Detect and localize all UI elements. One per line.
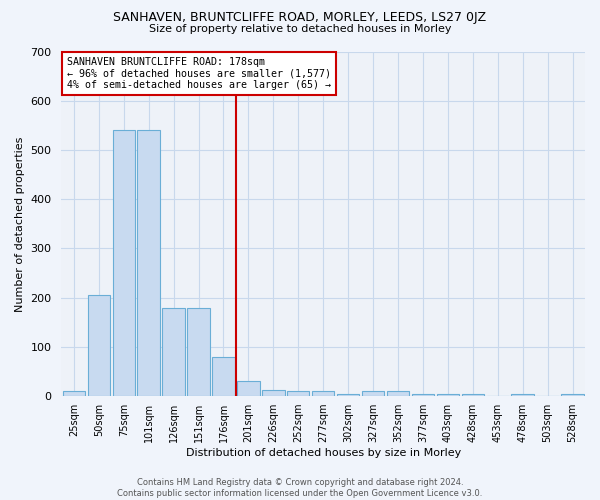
Text: Size of property relative to detached houses in Morley: Size of property relative to detached ho… bbox=[149, 24, 451, 34]
Bar bbox=[412, 394, 434, 396]
Bar bbox=[137, 130, 160, 396]
Bar bbox=[88, 295, 110, 396]
Bar bbox=[362, 392, 384, 396]
Bar bbox=[113, 130, 135, 396]
Bar bbox=[461, 394, 484, 396]
Bar bbox=[387, 392, 409, 396]
Y-axis label: Number of detached properties: Number of detached properties bbox=[15, 136, 25, 312]
Text: Contains HM Land Registry data © Crown copyright and database right 2024.
Contai: Contains HM Land Registry data © Crown c… bbox=[118, 478, 482, 498]
Bar bbox=[437, 394, 459, 396]
Text: SANHAVEN, BRUNTCLIFFE ROAD, MORLEY, LEEDS, LS27 0JZ: SANHAVEN, BRUNTCLIFFE ROAD, MORLEY, LEED… bbox=[113, 11, 487, 24]
Bar bbox=[62, 392, 85, 396]
Bar bbox=[187, 308, 210, 396]
Bar bbox=[337, 394, 359, 396]
Bar bbox=[312, 392, 334, 396]
Bar bbox=[287, 392, 310, 396]
Text: SANHAVEN BRUNTCLIFFE ROAD: 178sqm
← 96% of detached houses are smaller (1,577)
4: SANHAVEN BRUNTCLIFFE ROAD: 178sqm ← 96% … bbox=[67, 56, 331, 90]
Bar bbox=[163, 308, 185, 396]
Bar bbox=[262, 390, 284, 396]
Bar bbox=[562, 394, 584, 396]
Bar bbox=[237, 382, 260, 396]
Bar bbox=[511, 394, 534, 396]
X-axis label: Distribution of detached houses by size in Morley: Distribution of detached houses by size … bbox=[185, 448, 461, 458]
Bar bbox=[212, 357, 235, 396]
